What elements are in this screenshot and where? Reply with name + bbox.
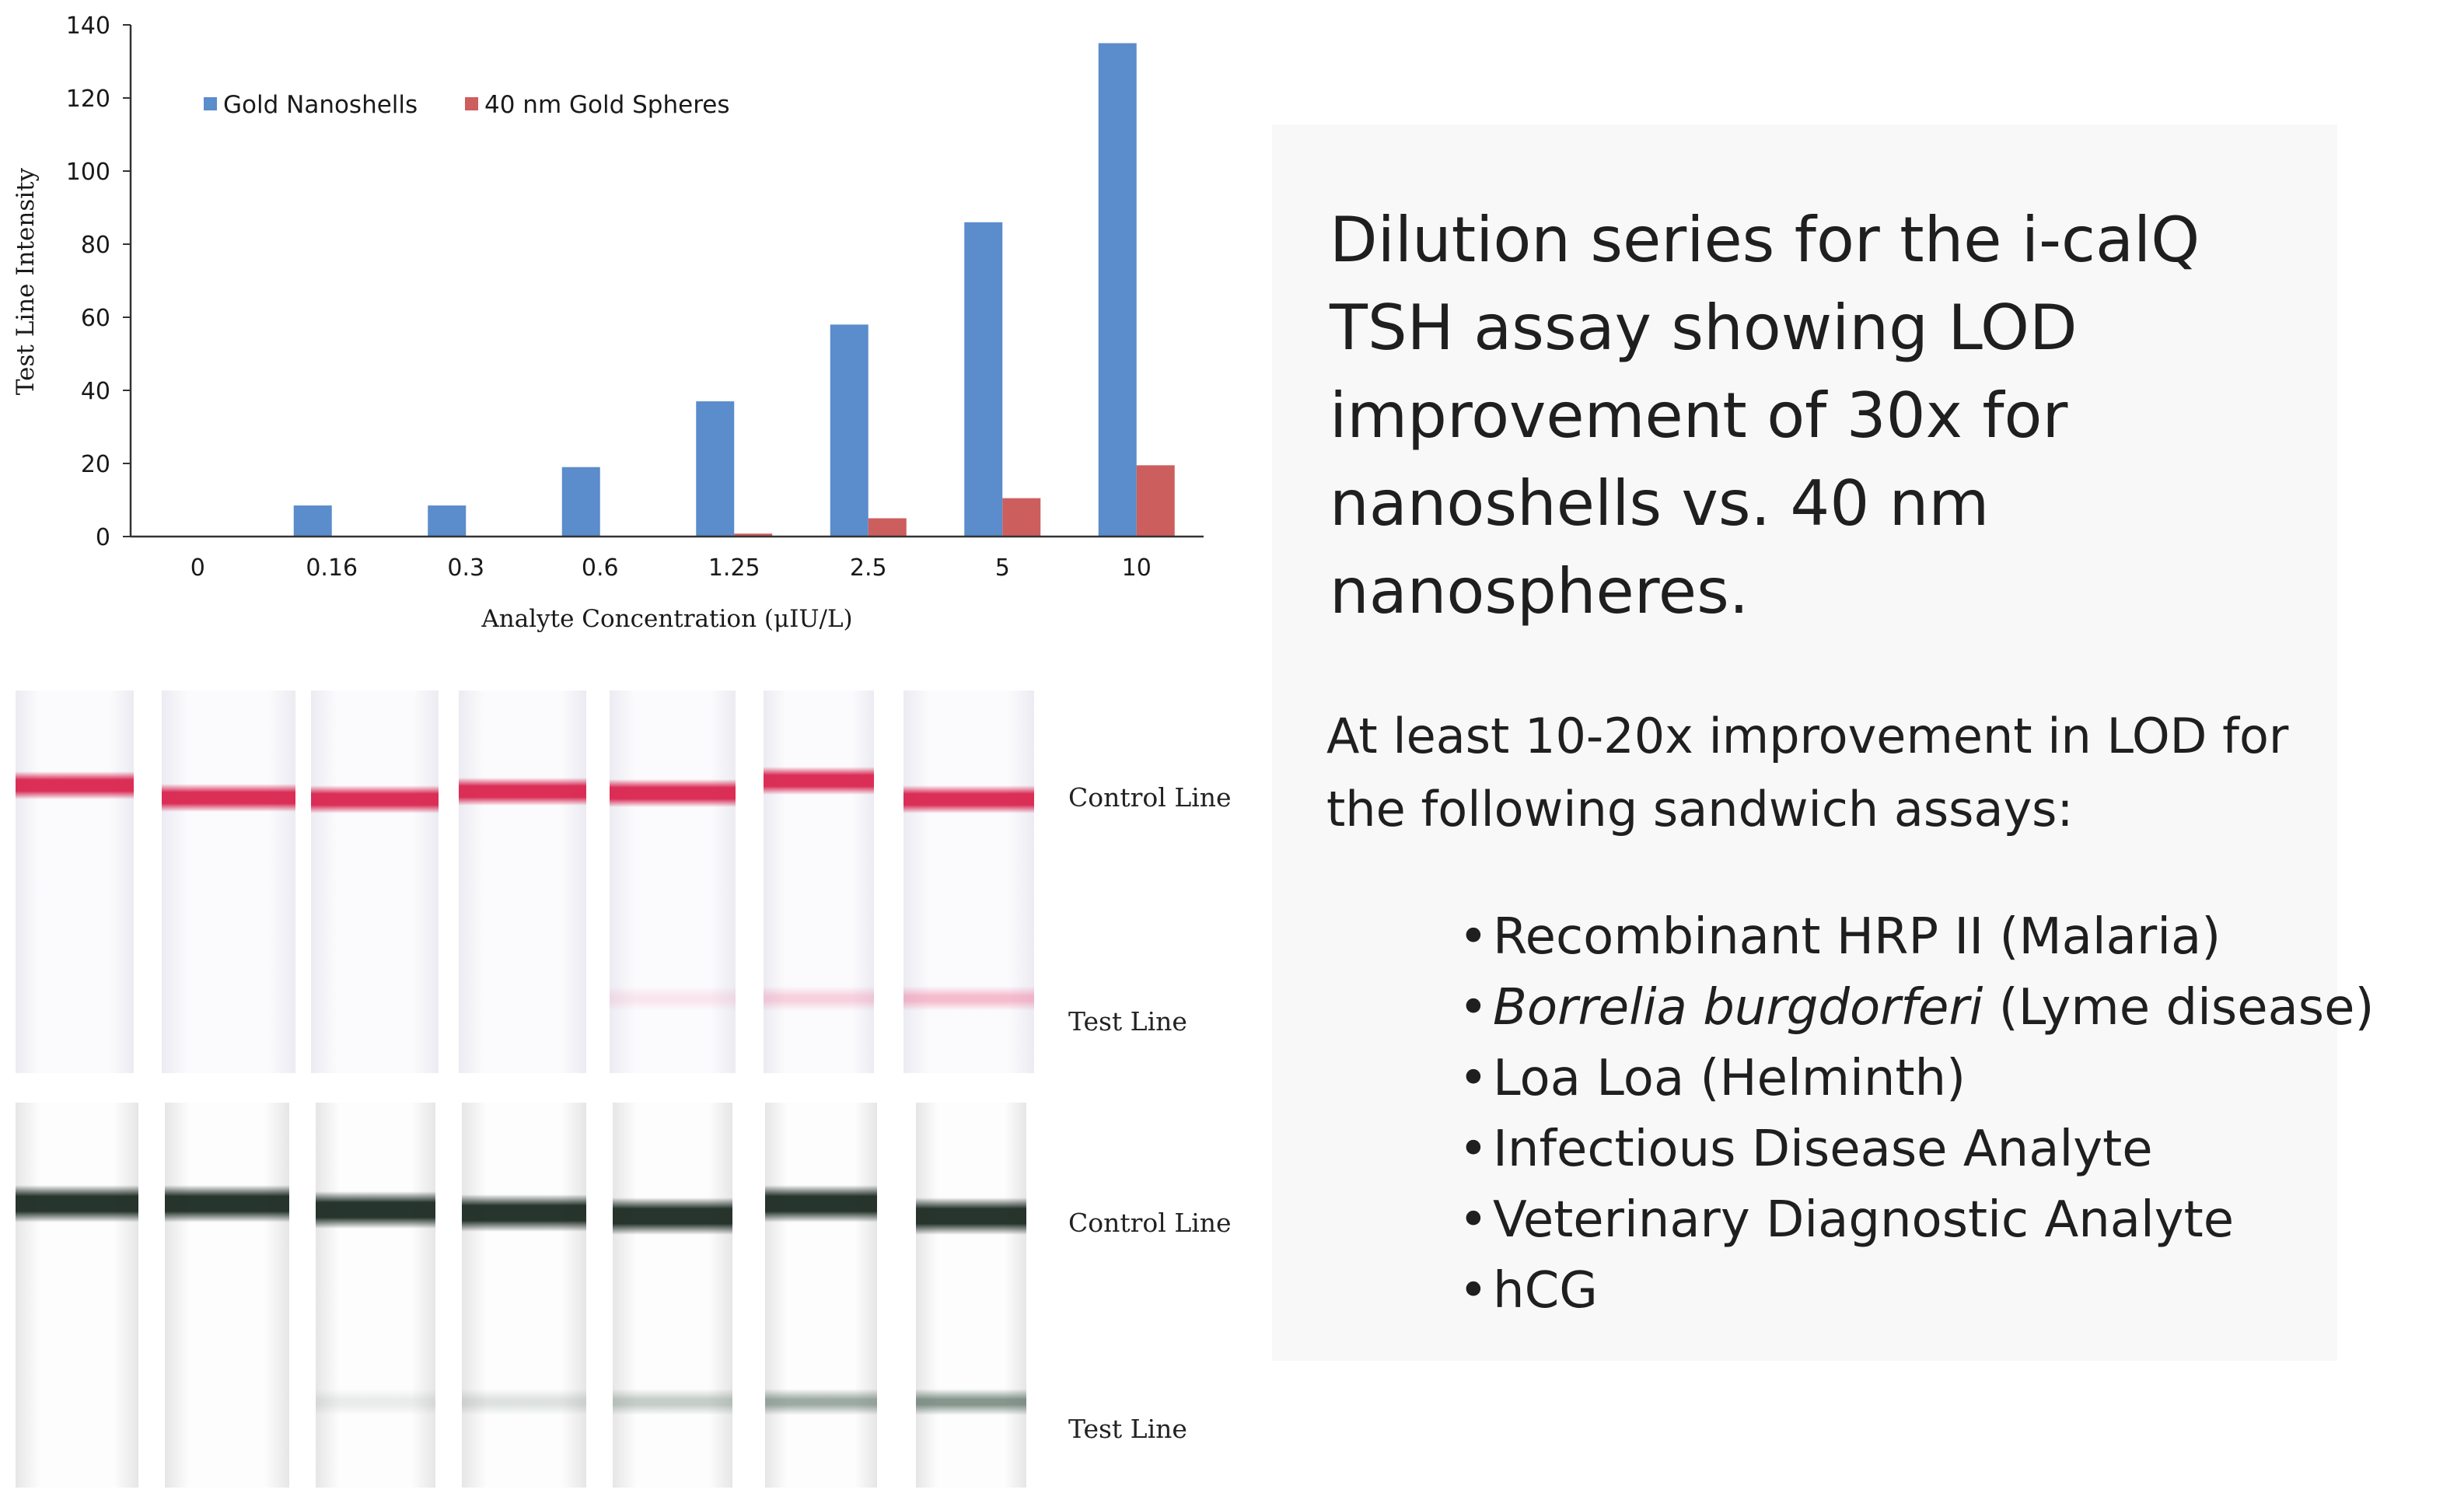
x-tick-label: 0.3 bbox=[447, 554, 484, 582]
dark-test-strip bbox=[765, 1103, 877, 1488]
x-tick-label: 1.25 bbox=[708, 554, 760, 582]
x-tick-label: 0 bbox=[190, 554, 205, 582]
bar-chart: 0 20 40 60 80 100 120 140 0 0.16 0.3 0.6 1.25 2.5 5 10… bbox=[12, 12, 1204, 633]
red-control-band bbox=[459, 778, 586, 806]
bar-gold-spheres-2.5 bbox=[868, 518, 907, 537]
dark-test-line-label: Test Line bbox=[1068, 1414, 1187, 1444]
dark-test-strip bbox=[613, 1103, 732, 1488]
red-control-band bbox=[16, 771, 134, 799]
x-tick-label: 5 bbox=[995, 554, 1010, 582]
legend-label-gold-nanoshells: Gold Nanoshells bbox=[223, 91, 418, 119]
list-item: Borrelia burgdorferi (Lyme disease) bbox=[1459, 973, 2374, 1044]
bars bbox=[293, 43, 1175, 537]
y-axis-ticks: 0 20 40 60 80 100 120 140 bbox=[66, 12, 131, 551]
red-test-strip bbox=[16, 691, 134, 1073]
dark-test-strip bbox=[316, 1103, 435, 1488]
dark-control-band bbox=[613, 1198, 732, 1235]
x-tick-label: 10 bbox=[1122, 554, 1152, 582]
legend-label-gold-spheres: 40 nm Gold Spheres bbox=[484, 91, 730, 119]
bar-gold-nanoshells-2.5 bbox=[830, 324, 869, 537]
red-control-band bbox=[903, 785, 1034, 813]
x-axis-label: Analyte Concentration (μIU/L) bbox=[481, 605, 852, 633]
y-tick-label: 20 bbox=[81, 451, 110, 478]
list-item: Recombinant HRP II (Malaria) bbox=[1459, 902, 2374, 973]
red-test-band bbox=[764, 986, 874, 1011]
dark-test-strip bbox=[462, 1103, 586, 1488]
description-panel: Dilution series for the i-calQ TSH assay… bbox=[1272, 124, 2374, 1361]
dark-control-band bbox=[916, 1198, 1026, 1235]
red-test-band bbox=[610, 986, 736, 1011]
bar-gold-spheres-1.25 bbox=[734, 533, 773, 537]
red-test-strip bbox=[764, 691, 874, 1073]
dark-control-band bbox=[765, 1185, 877, 1222]
red-test-strip bbox=[459, 691, 586, 1073]
bar-gold-nanoshells-0.3 bbox=[428, 505, 467, 537]
bar-gold-spheres-10 bbox=[1136, 465, 1175, 537]
y-tick-label: 40 bbox=[81, 378, 110, 405]
subheading: At least 10-20x improvement in LOD for t… bbox=[1326, 708, 2289, 837]
dark-control-line-label: Control Line bbox=[1068, 1208, 1232, 1238]
dark-test-strip bbox=[165, 1103, 289, 1488]
x-tick-label: 0.16 bbox=[306, 554, 358, 582]
red-test-strip bbox=[610, 691, 736, 1073]
bar-gold-nanoshells-0.16 bbox=[293, 505, 332, 537]
red-control-band bbox=[311, 785, 439, 813]
red-test-strip bbox=[162, 691, 295, 1073]
red-test-strip bbox=[311, 691, 439, 1073]
dark-test-band bbox=[765, 1389, 877, 1415]
dark-test-band bbox=[316, 1389, 435, 1415]
list-item-text: Loa Loa (Helminth) bbox=[1493, 1050, 1966, 1107]
list-item-text-italic: Borrelia burgdorferi bbox=[1493, 979, 1983, 1037]
list-item-text: Veterinary Diagnostic Analyte bbox=[1493, 1191, 2235, 1249]
list-item-text: Infectious Disease Analyte bbox=[1493, 1121, 2153, 1178]
x-axis-ticks: 0 0.16 0.3 0.6 1.25 2.5 5 10 bbox=[190, 554, 1152, 582]
dark-test-band bbox=[613, 1389, 732, 1415]
y-tick-label: 140 bbox=[66, 12, 110, 40]
red-control-band bbox=[764, 767, 874, 795]
red-test-strip bbox=[903, 691, 1034, 1073]
red-control-band bbox=[162, 784, 295, 812]
red-test-line-label: Test Line bbox=[1068, 1006, 1187, 1037]
legend-swatch-gold-spheres bbox=[465, 97, 478, 110]
bar-gold-nanoshells-5 bbox=[964, 222, 1003, 537]
dark-control-band bbox=[462, 1194, 586, 1232]
y-tick-label: 60 bbox=[81, 305, 110, 332]
dark-test-band bbox=[462, 1389, 586, 1415]
red-test-band bbox=[903, 986, 1034, 1011]
bar-gold-nanoshells-10 bbox=[1098, 43, 1137, 537]
dark-control-band bbox=[316, 1191, 435, 1229]
bar-gold-nanoshells-0.6 bbox=[561, 467, 600, 537]
y-tick-label: 0 bbox=[96, 524, 110, 551]
dark-control-band bbox=[16, 1185, 138, 1222]
caption: Dilution series for the i-calQ TSH assay… bbox=[1330, 204, 2200, 628]
list-item: Loa Loa (Helminth) bbox=[1459, 1044, 2374, 1114]
legend-swatch-gold-nanoshells bbox=[204, 97, 217, 110]
list-item-text: hCG bbox=[1493, 1262, 1598, 1320]
list-item: hCG bbox=[1459, 1256, 2374, 1327]
y-axis-label: Test Line Intensity bbox=[12, 167, 40, 395]
legend: Gold Nanoshells 40 nm Gold Spheres bbox=[204, 91, 730, 119]
bar-gold-spheres-5 bbox=[1002, 498, 1041, 537]
y-tick-label: 80 bbox=[81, 232, 110, 259]
list-item-text: (Lyme disease) bbox=[1983, 979, 2375, 1037]
red-control-band bbox=[610, 779, 736, 807]
assay-list: Recombinant HRP II (Malaria) Borrelia bu… bbox=[1459, 902, 2374, 1327]
y-tick-label: 100 bbox=[66, 159, 110, 186]
list-item-text: Recombinant HRP II (Malaria) bbox=[1493, 908, 2221, 966]
dark-test-strip bbox=[916, 1103, 1026, 1488]
dark-test-strip bbox=[16, 1103, 138, 1488]
x-tick-label: 2.5 bbox=[850, 554, 887, 582]
list-item: Infectious Disease Analyte bbox=[1459, 1114, 2374, 1185]
dark-test-band bbox=[916, 1389, 1026, 1415]
y-tick-label: 120 bbox=[66, 86, 110, 113]
red-control-line-label: Control Line bbox=[1068, 782, 1232, 813]
bar-gold-nanoshells-1.25 bbox=[696, 401, 735, 537]
list-item: Veterinary Diagnostic Analyte bbox=[1459, 1185, 2374, 1256]
dark-control-band bbox=[165, 1185, 289, 1222]
x-tick-label: 0.6 bbox=[582, 554, 619, 582]
